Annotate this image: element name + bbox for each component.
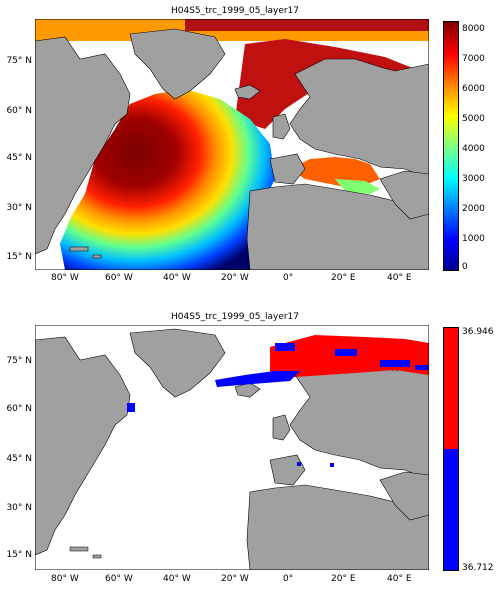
bottom-lon-label-20e: 20° E — [331, 574, 356, 584]
bottom-greenland-land — [129, 328, 226, 398]
top-cbar-tick-6000: 6000 — [462, 84, 485, 94]
bottom-lat-label-75: 75° N — [6, 356, 32, 366]
bottom-north-america-land — [34, 336, 131, 556]
bottom-lon-label-20w: 20° W — [221, 574, 249, 584]
top-cbar-tick-8000: 8000 — [462, 24, 485, 34]
bottom-map — [34, 324, 430, 571]
top-lat-label-30: 30° N — [6, 203, 32, 213]
top-cbar-tick-1000: 1000 — [462, 234, 485, 244]
top-map — [34, 18, 430, 271]
bottom-lon-label-40w: 40° W — [163, 574, 191, 584]
top-cbar-tick-2000: 2000 — [462, 204, 485, 214]
top-lat-label-75: 75° N — [6, 56, 32, 66]
europe-land — [289, 58, 430, 180]
bottom-colorbar — [443, 327, 459, 571]
top-lat-label-15: 15° N — [6, 252, 32, 262]
bottom-lon-label-40e: 40° E — [387, 574, 412, 584]
top-lat-label-60: 60° N — [6, 106, 32, 116]
top-cbar-tick-0: 0 — [462, 262, 468, 272]
bottom-lat-label-30: 30° N — [6, 503, 32, 513]
bottom-map-title: H04S5_trc_1999_05_layer17 — [170, 312, 300, 322]
top-lon-label-20w: 20° W — [221, 273, 249, 283]
top-cbar-tick-4000: 4000 — [462, 144, 485, 154]
bottom-lat-label-45: 45° N — [6, 454, 32, 464]
top-lon-label-40w: 40° W — [163, 273, 191, 283]
top-cbar-tick-5000: 5000 — [462, 114, 485, 124]
top-lon-label-80w: 80° W — [51, 273, 79, 283]
top-lon-label-20e: 20° E — [331, 273, 356, 283]
bottom-lat-label-15: 15° N — [6, 550, 32, 560]
bottom-lon-label-80w: 80° W — [51, 574, 79, 584]
nordic-low-region — [215, 371, 300, 387]
top-cbar-tick-3000: 3000 — [462, 174, 485, 184]
bottom-lon-label-0: 0° — [283, 574, 294, 584]
north-america-land — [34, 36, 131, 255]
top-colorbar — [443, 21, 459, 271]
bottom-map-svg — [34, 324, 430, 571]
top-lon-label-40e: 40° E — [387, 273, 412, 283]
top-lon-label-60w: 60° W — [105, 273, 133, 283]
top-map-svg — [34, 18, 430, 271]
greenland-land — [129, 28, 226, 100]
top-map-title: H04S5_trc_1999_05_layer17 — [170, 6, 300, 16]
top-cbar-tick-7000: 7000 — [462, 54, 485, 64]
top-lat-label-45: 45° N — [6, 153, 32, 163]
bottom-cbar-bottom-label: 36.712 — [462, 563, 494, 573]
bottom-lat-label-60: 60° N — [6, 404, 32, 414]
atlantic-field — [60, 89, 275, 270]
top-lon-label-0: 0° — [283, 273, 294, 283]
bottom-lon-label-60w: 60° W — [105, 574, 133, 584]
bottom-cbar-top-label: 36.946 — [462, 327, 494, 337]
